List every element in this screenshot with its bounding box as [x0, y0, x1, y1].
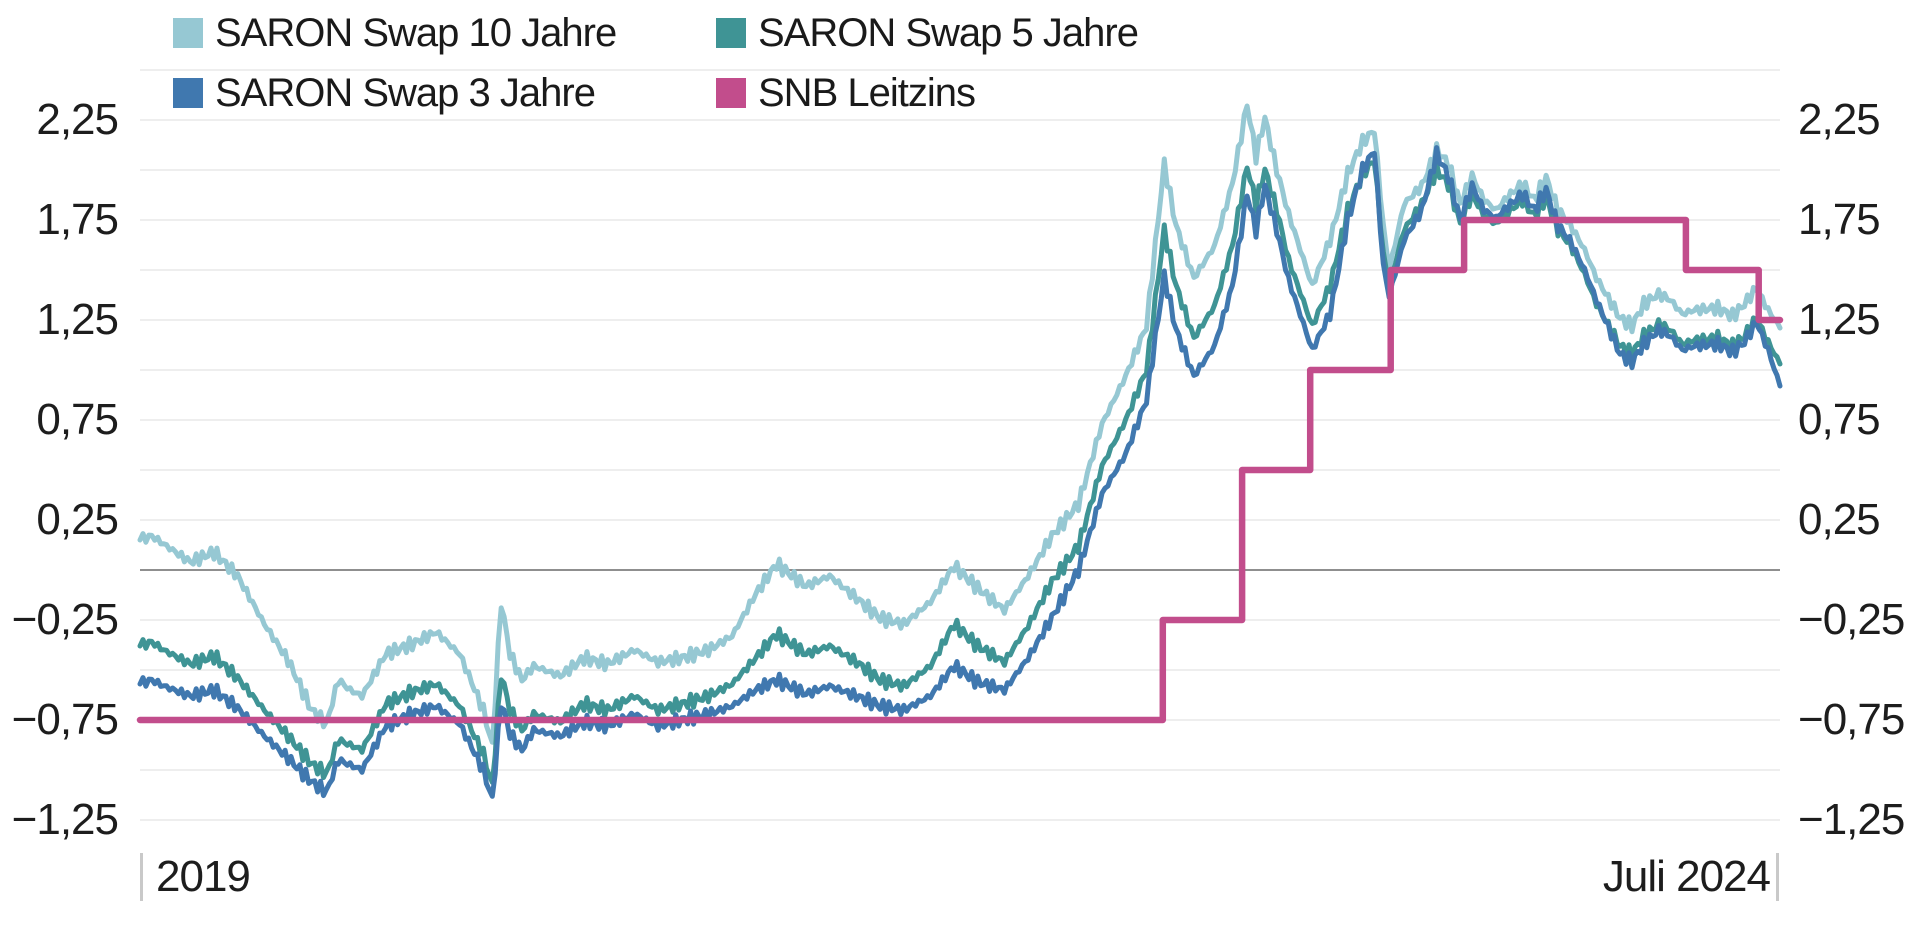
y-tick-label-right: −0,25 — [1798, 595, 1905, 644]
legend-label-saron-5y: SARON Swap 5 Jahre — [758, 10, 1139, 55]
legend-item-saron-10y: SARON Swap 10 Jahre — [173, 10, 617, 55]
legend-label-snb-leitzins: SNB Leitzins — [758, 70, 976, 115]
legend-label-saron-3y: SARON Swap 3 Jahre — [215, 70, 596, 115]
legend-label-saron-10y: SARON Swap 10 Jahre — [215, 10, 617, 55]
line-saron-swap-5-jahre — [137, 160, 1783, 785]
x-axis-label-start: 2019 — [156, 852, 251, 901]
y-tick-label-left: 1,75 — [36, 195, 119, 244]
legend-swatch-saron-3y-icon — [173, 78, 203, 108]
legend-item-saron-5y: SARON Swap 5 Jahre — [716, 10, 1139, 55]
legend: SARON Swap 10 Jahre SARON Swap 5 Jahre S… — [0, 0, 1920, 120]
y-tick-label-left: 0,75 — [36, 395, 119, 444]
legend-swatch-snb-leitzins-icon — [716, 78, 746, 108]
y-tick-label-right: 2,25 — [1798, 95, 1881, 144]
y-tick-label-right: 0,75 — [1798, 395, 1881, 444]
y-tick-label-right: 1,25 — [1798, 295, 1881, 344]
y-tick-label-left: 0,25 — [36, 495, 119, 544]
legend-item-snb-leitzins: SNB Leitzins — [716, 70, 976, 115]
y-tick-label-left: 2,25 — [36, 95, 119, 144]
y-tick-label-left: −0,75 — [11, 695, 119, 744]
x-axis-tick-right — [1776, 853, 1779, 901]
legend-item-saron-3y: SARON Swap 3 Jahre — [173, 70, 596, 115]
legend-swatch-saron-5y-icon — [716, 18, 746, 48]
y-tick-label-right: 0,25 — [1798, 495, 1881, 544]
legend-swatch-saron-10y-icon — [173, 18, 203, 48]
y-tick-label-right: −1,25 — [1798, 795, 1905, 844]
x-axis-tick-left — [140, 853, 143, 901]
line-snb-leitzins — [136, 216, 1784, 724]
line-saron-swap-10-jahre — [137, 103, 1783, 745]
line-saron-swap-3-jahre — [137, 145, 1783, 799]
y-tick-label-left: −0,25 — [11, 595, 119, 644]
y-tick-label-right: 1,75 — [1798, 195, 1881, 244]
y-tick-label-left: −1,25 — [11, 795, 119, 844]
x-axis-label-end: Juli 2024 — [1602, 852, 1771, 901]
y-tick-label-left: 1,25 — [36, 295, 119, 344]
y-tick-label-right: −0,75 — [1798, 695, 1905, 744]
